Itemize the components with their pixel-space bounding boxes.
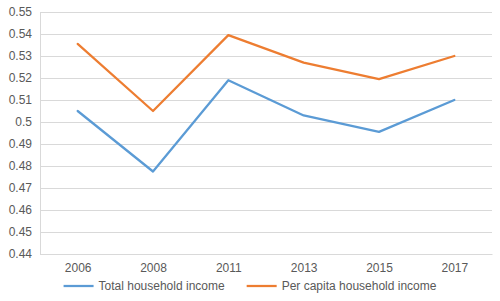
legend-label: Per capita household income	[282, 279, 437, 293]
x-axis-line	[41, 254, 493, 255]
grid-line	[40, 188, 492, 189]
y-tick-label: 0.52	[9, 71, 33, 85]
lines	[78, 35, 455, 171]
legend: Total household income Per capita househo…	[64, 279, 437, 293]
y-tick: 0.51	[9, 93, 40, 107]
legend-label: Total household income	[99, 279, 225, 293]
y-tick-label: 0.47	[9, 181, 33, 195]
series-line	[78, 35, 455, 111]
grid-line	[40, 34, 492, 35]
y-tick-label: 0.53	[9, 49, 33, 63]
y-tick-label: 0.48	[9, 159, 33, 173]
y-tick-label: 0.51	[9, 93, 33, 107]
y-tick: 0.49	[9, 137, 40, 151]
grid-line	[40, 166, 492, 167]
grid-line	[40, 78, 492, 79]
x-tick: 2008	[140, 254, 167, 275]
y-tick: 0.48	[9, 159, 40, 173]
x-tick-label: 2017	[441, 261, 468, 275]
y-tick-label: 0.45	[9, 225, 33, 239]
x-tick: 2015	[366, 254, 393, 275]
x-tick-label: 2015	[366, 261, 393, 275]
grid-line	[40, 122, 492, 123]
y-tick-label: 0.5	[15, 115, 32, 129]
x-tick-label: 2006	[65, 261, 92, 275]
y-tick-label: 0.46	[9, 203, 33, 217]
grid-line	[40, 232, 492, 233]
x-tick-label: 2008	[140, 261, 167, 275]
grid-line	[40, 210, 492, 211]
y-tick: 0.52	[9, 71, 40, 85]
x-tick: 2017	[441, 254, 468, 275]
grid-line	[40, 56, 492, 57]
y-tick-label: 0.54	[9, 27, 33, 41]
y-tick: 0.54	[9, 27, 40, 41]
legend-item: Total household income	[64, 279, 225, 293]
grid-line	[40, 12, 492, 13]
x-tick: 2013	[291, 254, 318, 275]
grid-line	[40, 254, 492, 255]
y-tick: 0.47	[9, 181, 40, 195]
y-axis: 0.44 0.45 0.46 0.47 0.48 0.49 0.5 0.51 0.52 0.53 0…	[9, 5, 41, 261]
y-tick: 0.44	[9, 247, 40, 261]
legend-swatch	[247, 285, 277, 287]
y-tick: 0.55	[9, 5, 40, 19]
x-tick-label: 2011	[216, 261, 242, 275]
y-tick: 0.5	[15, 115, 40, 129]
y-tick: 0.53	[9, 49, 40, 63]
grid-line	[40, 100, 492, 101]
y-tick-label: 0.44	[9, 247, 33, 261]
x-axis: 2006 2008 2011 2013 2015 2017	[41, 254, 493, 275]
grid-line	[40, 144, 492, 145]
y-tick-label: 0.49	[9, 137, 33, 151]
x-tick-label: 2013	[291, 261, 318, 275]
y-tick: 0.45	[9, 225, 40, 239]
y-tick: 0.46	[9, 203, 40, 217]
legend-swatch	[64, 285, 94, 287]
grid	[40, 12, 492, 254]
legend-item: Per capita household income	[247, 279, 437, 293]
y-tick-label: 0.55	[9, 5, 33, 19]
x-tick: 2011	[216, 254, 242, 275]
x-tick: 2006	[65, 254, 92, 275]
y-axis-line	[40, 13, 41, 255]
chart: 0.44 0.45 0.46 0.47 0.48 0.49 0.5 0.51 0.52 0.53 0…	[0, 0, 500, 301]
